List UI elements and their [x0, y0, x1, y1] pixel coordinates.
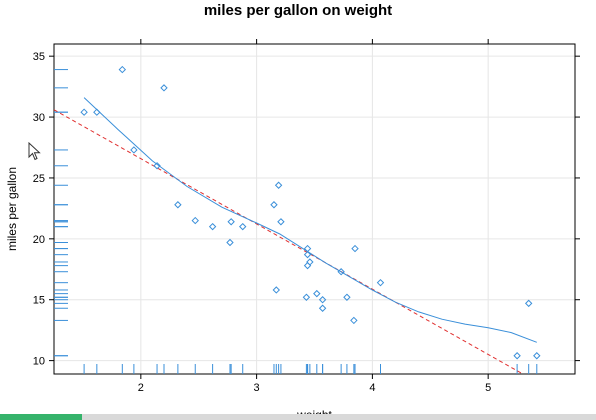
y-tick-label: 25: [33, 173, 45, 185]
data-point: [302, 293, 311, 301]
data-point: [277, 218, 285, 226]
data-point: [303, 261, 312, 270]
data-point: [350, 316, 358, 325]
data-point: [376, 278, 385, 287]
data-point: [303, 244, 312, 253]
data-point: [303, 250, 312, 259]
y-tick-label: 10: [33, 356, 45, 368]
data-point: [274, 181, 283, 189]
data-point: [160, 84, 168, 92]
y-axis-label: miles per gallon: [5, 167, 19, 251]
plot-frame: [53, 43, 576, 375]
point-layer: [80, 65, 541, 360]
smooth-line: [83, 97, 537, 343]
data-point: [80, 108, 88, 116]
data-point: [118, 65, 127, 74]
data-point: [533, 352, 541, 360]
data-point: [318, 304, 327, 312]
data-point: [272, 286, 281, 294]
x-tick-label: 4: [369, 382, 375, 394]
y-tick-label: 35: [33, 51, 45, 63]
data-point: [270, 201, 278, 209]
progress-bar-fill: [0, 414, 82, 420]
data-point: [313, 289, 321, 298]
data-point: [130, 146, 138, 154]
regression-line: [53, 109, 524, 375]
y-tick-label: 20: [33, 234, 45, 246]
data-point: [227, 218, 235, 226]
data-point: [318, 296, 327, 304]
data-point: [343, 293, 351, 301]
data-point: [513, 352, 521, 360]
x-tick-label: 5: [485, 382, 491, 394]
mouse-pointer-icon: [28, 142, 41, 161]
chart-title: miles per gallon on weight: [203, 2, 393, 19]
x-tick-label: 3: [254, 382, 260, 394]
data-point: [337, 268, 345, 276]
data-point: [174, 201, 182, 209]
data-point: [351, 244, 359, 253]
progress-bar: [0, 414, 596, 420]
y-tick-label: 15: [33, 295, 45, 307]
data-point: [226, 238, 234, 247]
data-point: [524, 299, 533, 308]
tick-layer: 2 3 4 5 10 15 20 25 30 35: [33, 39, 580, 394]
rug-layer: [54, 69, 538, 374]
data-point: [191, 216, 199, 225]
data-point: [93, 108, 101, 116]
line-layer: [53, 97, 537, 375]
y-tick-label: 30: [33, 112, 45, 124]
data-point: [306, 258, 314, 266]
x-tick-label: 2: [138, 382, 144, 394]
data-point: [153, 162, 161, 170]
data-point: [208, 222, 217, 231]
grid-layer: [54, 44, 575, 374]
data-point: [239, 222, 247, 231]
